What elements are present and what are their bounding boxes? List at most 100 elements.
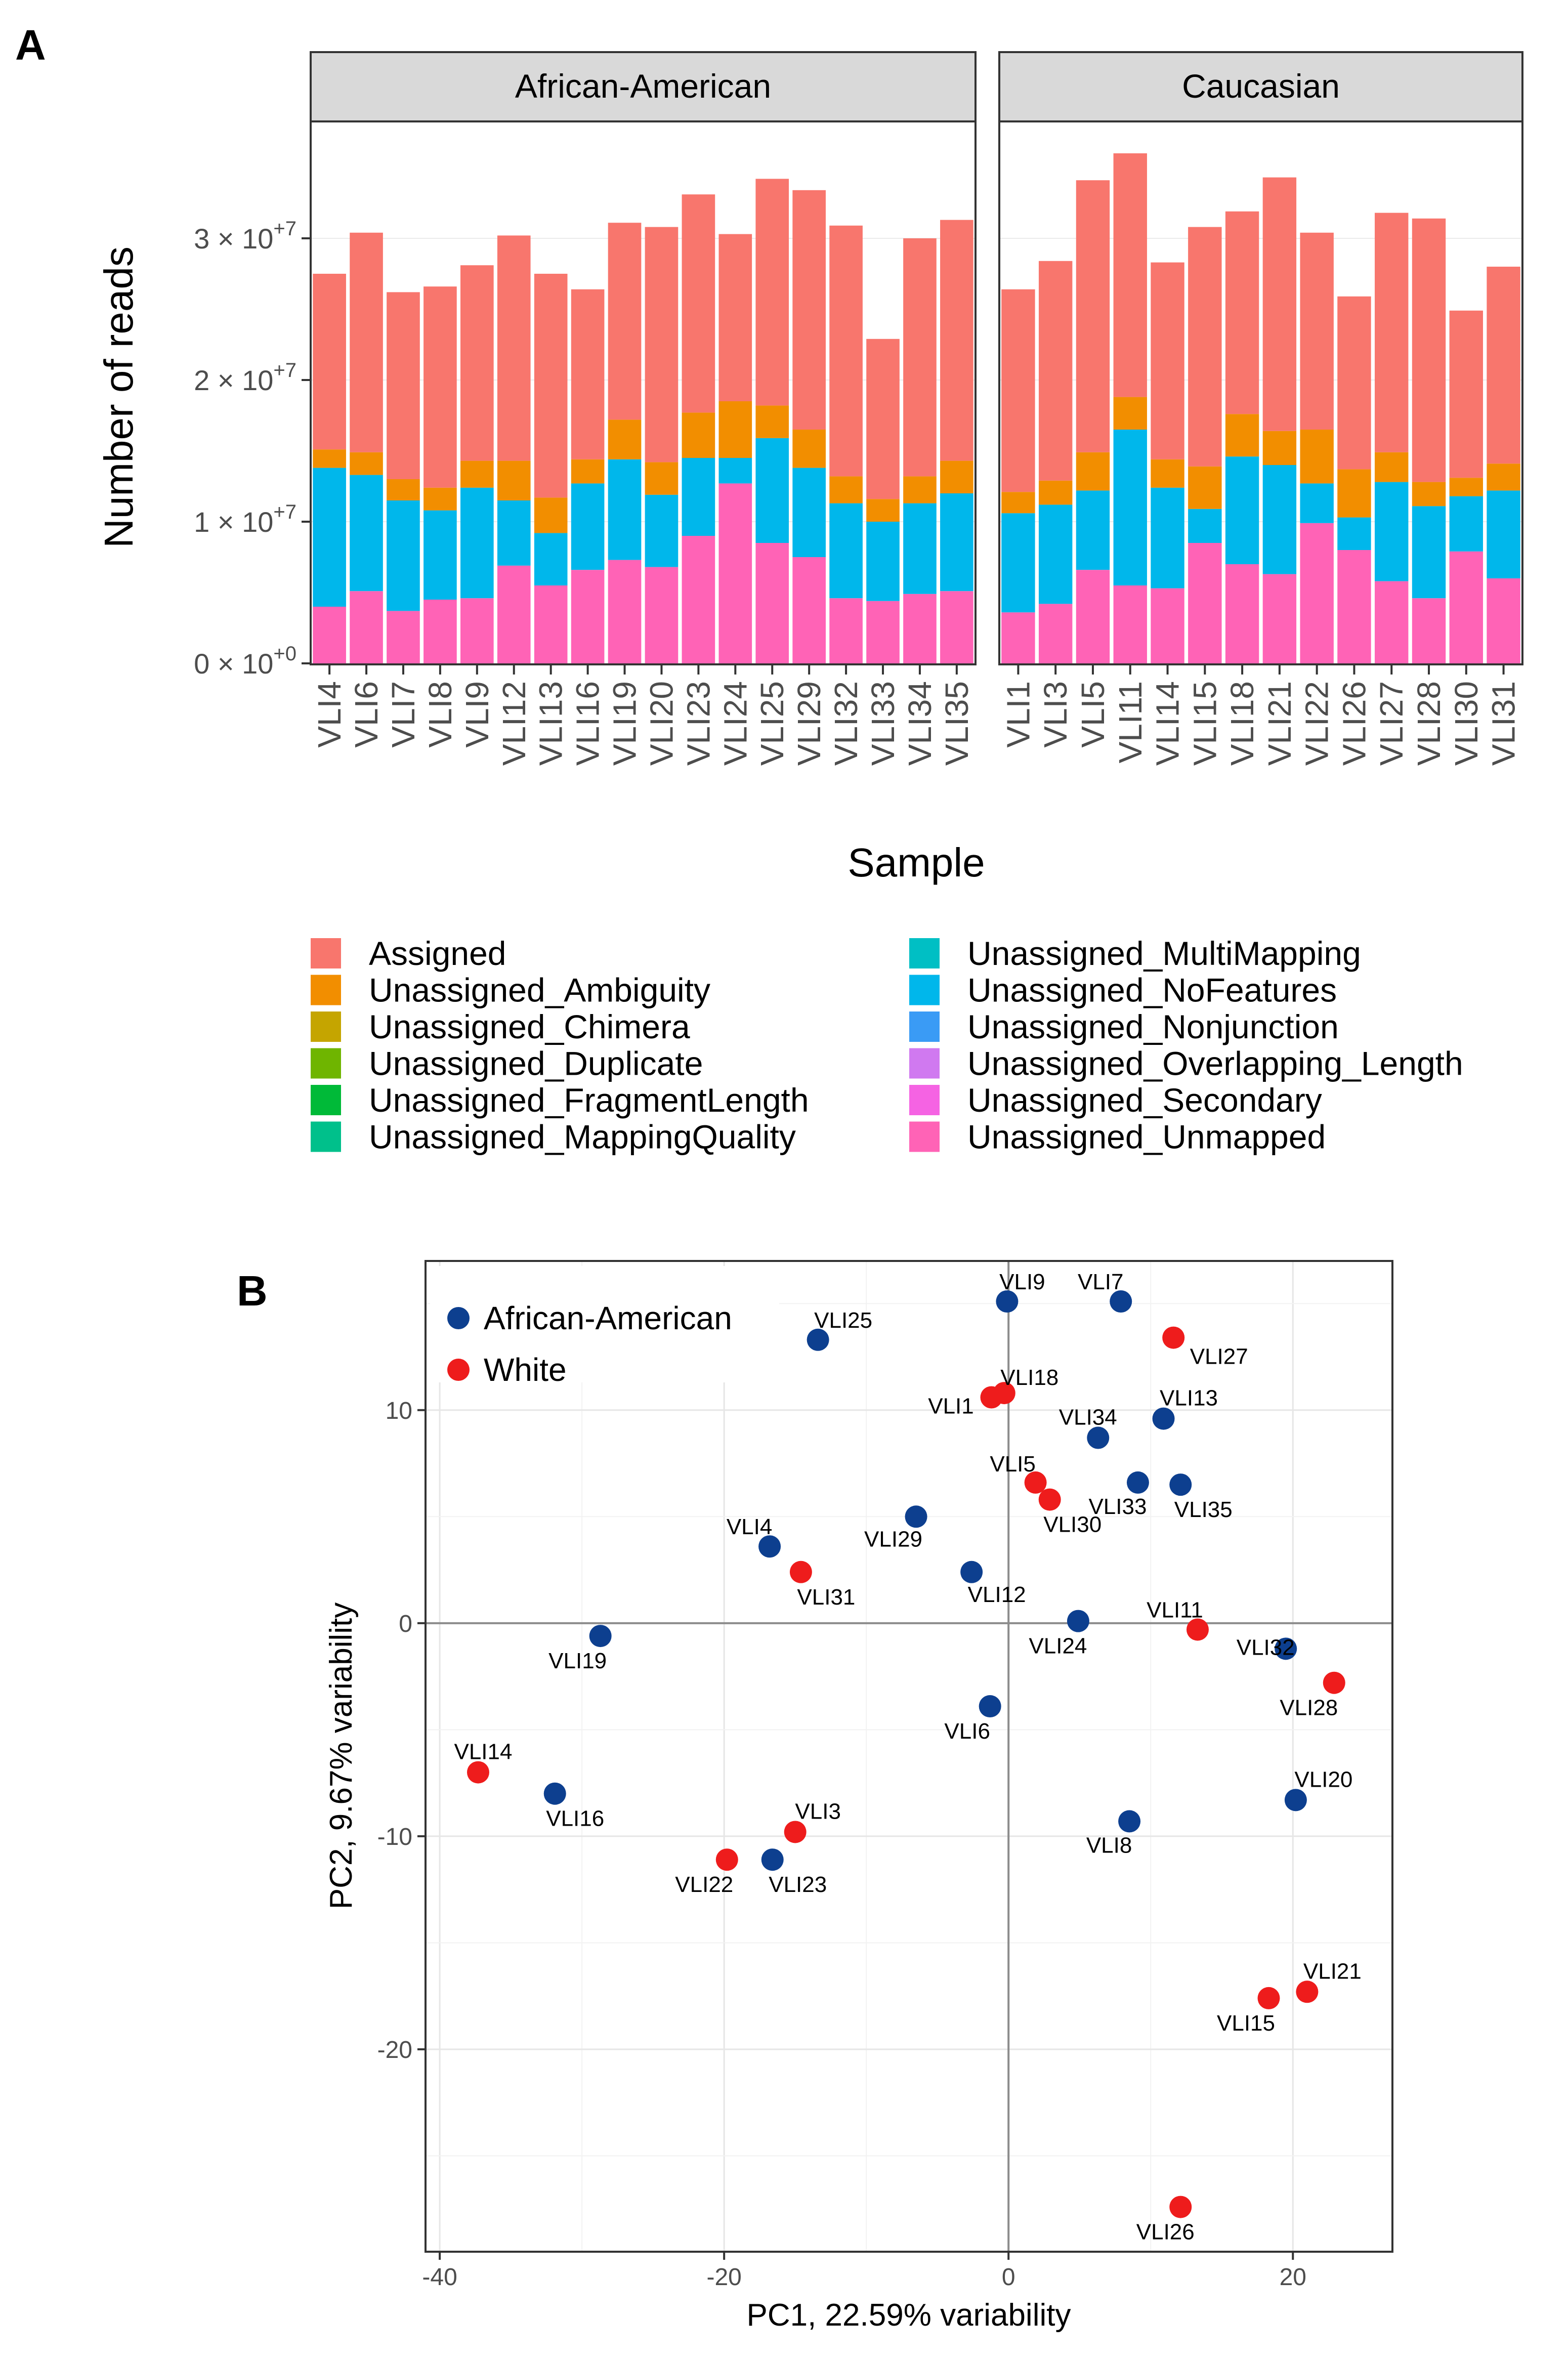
bar-vli20-unassigned-ambiguity — [645, 462, 679, 495]
pca-point-vli12 — [960, 1561, 983, 1583]
bar-vli25-unassigned-nofeatures — [755, 438, 789, 543]
legend-swatch — [909, 1085, 940, 1115]
pca-point-vli33 — [1126, 1471, 1149, 1494]
bar-vli35-unassigned-ambiguity — [940, 460, 973, 493]
bar-vli25-unassigned-ambiguity — [755, 405, 789, 438]
pca-point-vli13 — [1152, 1407, 1175, 1430]
bar-vli29-unassigned-nofeatures — [792, 468, 826, 557]
x-tick-label-vli28: VLI28 — [1411, 681, 1447, 766]
bar-vli1-unassigned-ambiguity — [1001, 492, 1035, 514]
legend: AssignedUnassigned_AmbiguityUnassigned_C… — [311, 935, 1463, 1156]
bar-vli1-assigned — [1001, 289, 1035, 492]
bar-vli14-unassigned-ambiguity — [1151, 459, 1184, 488]
x-tick-label-vli9: VLI9 — [459, 681, 495, 748]
facet-strip-african-american: African-American — [310, 51, 977, 122]
bar-vli28-unassigned-unmapped — [1412, 598, 1446, 663]
y-tick-label: 3 × 10+7 — [194, 218, 296, 255]
bar-vli16-unassigned-ambiguity — [571, 459, 605, 484]
bar-vli22-unassigned-ambiguity — [1300, 430, 1334, 484]
panel-b: B VLI9 VLI7 VLI25 VLI13 VLI34 VLI33 VLI35 VLI29… — [237, 1260, 1393, 2333]
legend-label: Unassigned_MultiMapping — [967, 935, 1361, 972]
bar-vli30-unassigned-unmapped — [1449, 551, 1484, 663]
bar-vli19-unassigned-ambiguity — [608, 419, 642, 459]
bar-vli11-unassigned-ambiguity — [1113, 397, 1147, 430]
pca-label-vli1: VLI1 — [928, 1394, 974, 1418]
y-tick-label: 2 × 10+7 — [194, 359, 296, 396]
pca-label-vli27: VLI27 — [1190, 1344, 1248, 1369]
bar-vli33-assigned — [866, 339, 900, 499]
x-tick-label-vli23: VLI23 — [680, 681, 716, 766]
bar-vli1-unassigned-unmapped — [1001, 612, 1035, 663]
bar-vli12-unassigned-unmapped — [497, 565, 531, 663]
legend-label: Unassigned_Secondary — [967, 1081, 1322, 1119]
bar-vli4-unassigned-nofeatures — [313, 468, 346, 607]
bar-vli18-unassigned-nofeatures — [1225, 456, 1259, 564]
bar-vli24-assigned — [718, 234, 752, 401]
x-tick-label-vli21: VLI21 — [1261, 681, 1298, 766]
bar-vli19-unassigned-unmapped — [608, 560, 642, 663]
bar-vli6-unassigned-nofeatures — [350, 475, 383, 592]
bar-vli25-unassigned-unmapped — [755, 543, 789, 663]
bar-vli4-unassigned-ambiguity — [313, 449, 346, 468]
bar-vli32-unassigned-nofeatures — [829, 503, 863, 599]
pca-legend-label: African-American — [484, 1300, 732, 1336]
pca-point-vli5 — [1024, 1471, 1047, 1494]
x-tick-label-vli30: VLI30 — [1448, 681, 1485, 766]
bar-vli28-unassigned-nofeatures — [1412, 506, 1446, 599]
bar-vli18-unassigned-ambiguity — [1225, 414, 1259, 457]
pca-point-labels: VLI9 VLI7 VLI25 VLI13 VLI34 VLI33 VLI35 VLI29 VL… — [454, 1270, 1361, 2245]
pca-y-axis-title: PC2, 9.67% variability — [324, 1603, 359, 1910]
facet-border-african-american — [310, 120, 977, 665]
legend-item-unassigned-nofeatures: Unassigned_NoFeatures — [909, 972, 1337, 1009]
bar-vli15-unassigned-unmapped — [1188, 543, 1222, 663]
bar-vli15-unassigned-nofeatures — [1188, 509, 1222, 543]
bar-vli14-assigned — [1151, 262, 1184, 459]
legend-item-unassigned-mappingquality: Unassigned_MappingQuality — [311, 1118, 796, 1156]
pca-label-vli11: VLI11 — [1147, 1597, 1203, 1622]
pca-point-vli9 — [996, 1290, 1019, 1313]
pca-label-vli19: VLI19 — [548, 1649, 607, 1673]
bar-vli11-unassigned-unmapped — [1113, 585, 1147, 663]
bar-vli12-assigned — [497, 235, 531, 461]
x-tick-label-vli34: VLI34 — [902, 681, 938, 766]
pca-label-vli18: VLI18 — [1000, 1365, 1058, 1390]
bar-vli21-unassigned-nofeatures — [1262, 465, 1297, 574]
bar-vli28-unassigned-ambiguity — [1412, 482, 1446, 507]
bar-vli33-unassigned-ambiguity — [866, 499, 900, 522]
x-tick-label-vli7: VLI7 — [385, 681, 421, 748]
pca-x-tick-label: -20 — [706, 2264, 741, 2291]
bar-vli24-unassigned-ambiguity — [718, 401, 752, 458]
legend-swatch — [311, 1121, 341, 1152]
bar-vli8-unassigned-nofeatures — [423, 510, 457, 600]
pca-label-vli5: VLI5 — [990, 1452, 1036, 1477]
bar-vli9-unassigned-ambiguity — [460, 460, 494, 488]
pca-point-vli26 — [1169, 2196, 1192, 2218]
x-tick-label-vli25: VLI25 — [754, 681, 790, 766]
bar-vli24-unassigned-unmapped — [718, 483, 752, 663]
x-tick-label-vli15: VLI15 — [1186, 681, 1223, 766]
bar-vli3-unassigned-ambiguity — [1038, 480, 1073, 505]
facet-plot-african-american — [311, 179, 976, 664]
pca-label-vli28: VLI28 — [1280, 1696, 1338, 1720]
legend-item-unassigned-fragmentlength: Unassigned_FragmentLength — [311, 1081, 809, 1119]
legend-swatch — [909, 1121, 940, 1152]
bar-vli33-unassigned-nofeatures — [866, 522, 900, 601]
pca-point-vli27 — [1162, 1326, 1185, 1349]
pca-point-vli31 — [789, 1561, 812, 1583]
pca-x-tick-label: 0 — [1002, 2264, 1015, 2291]
bar-vli22-unassigned-unmapped — [1300, 523, 1334, 663]
bar-vli32-assigned — [829, 225, 863, 477]
bar-vli7-unassigned-ambiguity — [387, 479, 420, 500]
panel-a-letter: A — [15, 21, 46, 69]
x-tick-label-vli18: VLI18 — [1224, 681, 1260, 766]
legend-item-unassigned-multimapping: Unassigned_MultiMapping — [909, 935, 1361, 972]
legend-item-unassigned-secondary: Unassigned_Secondary — [909, 1081, 1322, 1119]
x-tick-label-vli32: VLI32 — [828, 681, 864, 766]
x-tick-label-vli20: VLI20 — [643, 681, 680, 766]
legend-item-unassigned-nonjunction: Unassigned_Nonjunction — [909, 1008, 1339, 1045]
legend-label: Assigned — [369, 935, 506, 972]
panel-a: A African-American Caucasian 0 × 10+0 1 ×… — [15, 21, 1523, 1156]
bar-vli22-unassigned-nofeatures — [1300, 483, 1334, 523]
bar-vli5-unassigned-nofeatures — [1076, 490, 1110, 570]
pca-label-vli24: VLI24 — [1029, 1634, 1087, 1659]
